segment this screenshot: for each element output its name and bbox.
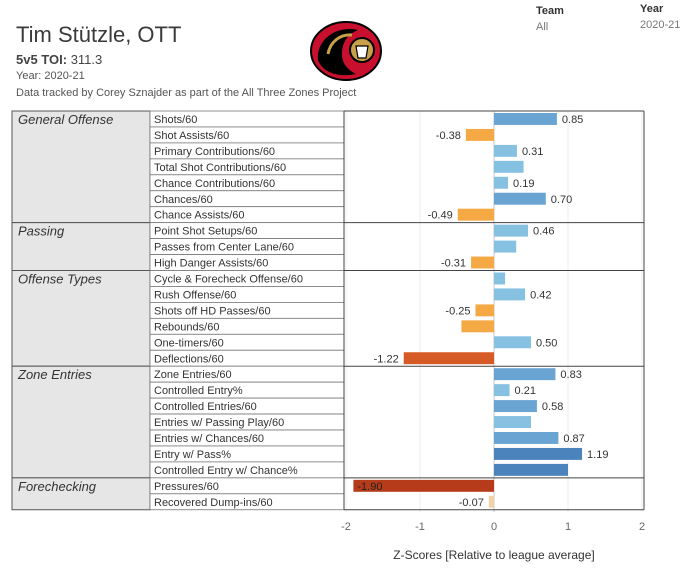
bar-2-0 — [494, 272, 506, 285]
value-label-0-1: -0.38 — [436, 130, 461, 142]
bar-0-3 — [494, 160, 524, 173]
group-label-3: Zone Entries — [17, 367, 92, 382]
bar-3-1 — [494, 384, 510, 397]
bar-4-1 — [488, 495, 494, 508]
group-cell — [11, 365, 151, 479]
metric-label-3-4: Entries w/ Chances/60 — [154, 433, 264, 445]
metric-label-2-3: Rebounds/60 — [154, 321, 219, 333]
metric-label-3-3: Entries w/ Passing Play/60 — [154, 417, 284, 429]
value-label-4-1: -0.07 — [459, 497, 484, 509]
group-cell — [11, 270, 151, 367]
metric-label-3-1: Controlled Entry% — [154, 385, 243, 397]
player-name: Tim Stützle, OTT — [16, 22, 182, 47]
x-tick-label-0: -2 — [341, 521, 351, 533]
bar-3-3 — [494, 416, 531, 428]
x-tick-label-2: 0 — [491, 521, 497, 533]
bar-3-4 — [494, 432, 559, 444]
value-label-3-0: 0.83 — [560, 369, 581, 381]
bar-1-1 — [494, 240, 517, 253]
x-tick-label-4: 2 — [639, 521, 645, 533]
metric-label-4-1: Recovered Dump-ins/60 — [154, 497, 273, 509]
metric-label-0-5: Chances/60 — [154, 194, 213, 206]
value-label-2-1: 0.42 — [530, 289, 551, 301]
value-label-0-5: 0.70 — [551, 194, 572, 206]
x-tick-label-1: -1 — [415, 521, 425, 533]
x-tick-label-3: 1 — [565, 521, 571, 533]
metric-label-1-0: Point Shot Setups/60 — [154, 226, 257, 238]
value-label-3-4: 0.87 — [563, 433, 584, 445]
value-label-2-2: -0.25 — [445, 305, 470, 317]
bar-0-2 — [494, 144, 517, 157]
team-filter-label: Team — [536, 5, 564, 17]
bar-3-5 — [494, 447, 583, 460]
value-label-3-5: 1.19 — [587, 449, 608, 461]
group-cell — [11, 110, 151, 224]
ottawa-senators-logo — [310, 21, 382, 81]
value-label-0-6: -0.49 — [428, 210, 453, 222]
metric-label-0-2: Primary Contributions/60 — [154, 146, 275, 158]
group-cell — [11, 477, 151, 511]
metric-label-2-5: Deflections/60 — [154, 353, 224, 365]
value-label-0-4: 0.19 — [513, 178, 534, 190]
metric-label-0-0: Shots/60 — [154, 114, 197, 126]
bar-0-6 — [457, 208, 494, 221]
metric-label-1-2: High Danger Assists/60 — [154, 258, 268, 270]
group-label-2: Offense Types — [18, 272, 102, 287]
value-label-4-0: -1.90 — [357, 481, 382, 493]
bar-0-4 — [494, 176, 509, 189]
group-cell — [11, 222, 151, 271]
metric-label-2-2: Shots off HD Passes/60 — [154, 305, 271, 317]
value-label-0-2: 0.31 — [522, 146, 543, 158]
metric-label-4-0: Pressures/60 — [154, 481, 219, 493]
data-credit: Data tracked by Corey Sznajder as part o… — [16, 87, 357, 99]
metric-label-2-4: One-timers/60 — [154, 337, 224, 349]
bar-2-4 — [494, 336, 531, 349]
metric-label-2-1: Rush Offense/60 — [154, 289, 236, 301]
bar-0-0 — [494, 113, 557, 125]
toi-line: 5v5 TOI: 311.3 — [16, 52, 102, 67]
value-label-3-1: 0.21 — [515, 385, 536, 397]
metric-label-3-0: Zone Entries/60 — [154, 369, 232, 381]
year-filter-value[interactable]: 2020-21 — [640, 19, 681, 31]
toi-value: 311.3 — [70, 52, 103, 67]
metric-label-1-1: Passes from Center Lane/60 — [154, 242, 294, 254]
bar-3-6 — [494, 463, 568, 476]
value-label-1-2: -0.31 — [441, 258, 466, 270]
value-label-1-0: 0.46 — [533, 226, 554, 238]
x-axis-title: Z-Scores [Relative to league average] — [393, 548, 594, 562]
value-label-3-2: 0.58 — [542, 401, 563, 413]
bar-0-5 — [494, 192, 546, 205]
team-filter-value[interactable]: All — [536, 21, 549, 33]
metric-label-2-0: Cycle & Forecheck Offense/60 — [154, 274, 303, 286]
value-label-2-4: 0.50 — [536, 337, 557, 349]
bar-2-2 — [475, 304, 494, 317]
metric-label-3-6: Controlled Entry w/ Chance% — [154, 465, 298, 477]
bar-4-0 — [353, 479, 494, 492]
group-label-1: Passing — [18, 224, 65, 239]
bar-0-1 — [465, 128, 494, 141]
bar-3-2 — [494, 400, 537, 413]
bar-1-2 — [471, 256, 494, 269]
bar-3-0 — [494, 368, 556, 381]
metric-label-0-3: Total Shot Contributions/60 — [154, 162, 286, 174]
metric-label-3-5: Entry w/ Pass% — [154, 449, 231, 461]
value-label-0-0: 0.85 — [562, 114, 583, 126]
metric-label-3-2: Controlled Entries/60 — [154, 401, 257, 413]
bar-2-5 — [403, 352, 494, 365]
value-label-2-5: -1.22 — [374, 353, 399, 365]
metric-label-0-1: Shot Assists/60 — [154, 130, 229, 142]
season-line: Year: 2020-21 — [16, 70, 85, 82]
metric-label-0-6: Chance Assists/60 — [154, 210, 245, 222]
year-filter-label: Year — [640, 3, 664, 15]
group-label-4: Forechecking — [18, 479, 97, 494]
bar-1-0 — [494, 224, 529, 237]
group-label-0: General Offense — [18, 112, 113, 127]
bar-2-3 — [461, 320, 494, 333]
metric-label-0-4: Chance Contributions/60 — [154, 178, 275, 190]
toi-label: 5v5 TOI: — [16, 52, 68, 67]
bar-2-1 — [494, 288, 526, 301]
